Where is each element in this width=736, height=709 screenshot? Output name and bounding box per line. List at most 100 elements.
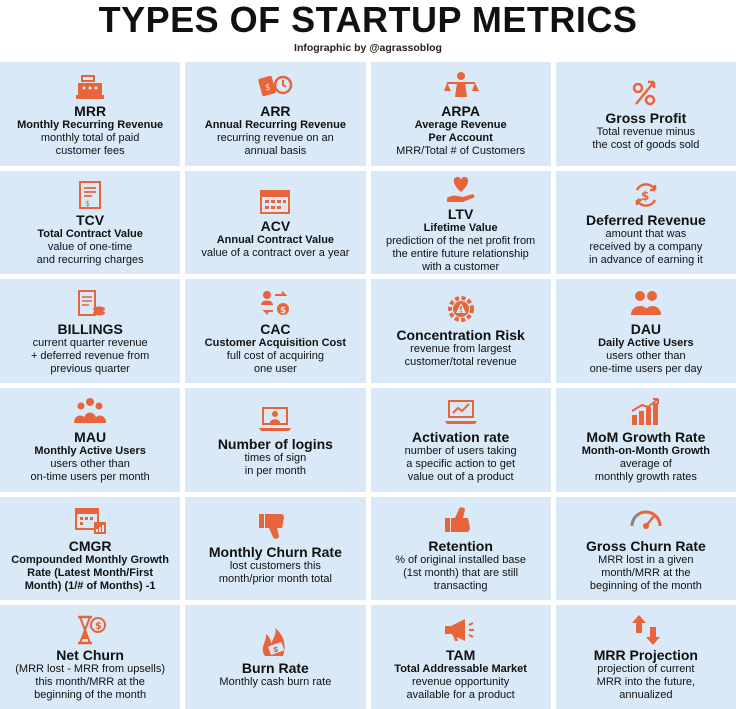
metric-description: revenue from largest customer/total reve… bbox=[404, 343, 517, 369]
metric-card: $ Deferred Revenue amount that was receive… bbox=[555, 170, 736, 275]
metric-full-name: Compounded Monthly Growth Rate (Latest M… bbox=[11, 553, 169, 592]
balance-person-icon bbox=[443, 69, 479, 101]
metric-card: Activation rate number of users taking a … bbox=[370, 387, 551, 492]
metric-name: Net Churn bbox=[56, 646, 124, 663]
metric-full-name: Average Revenue Per Account bbox=[414, 119, 507, 145]
metric-card: Concentration Risk revenue from largest c… bbox=[370, 279, 551, 383]
metric-description: value of a contract over a year bbox=[201, 247, 350, 260]
metric-description: current quarter revenue + deferred reven… bbox=[30, 336, 150, 375]
svg-text:$: $ bbox=[85, 199, 90, 208]
heart-hand-icon bbox=[443, 172, 479, 204]
hourglass-dollar-icon: $ bbox=[72, 613, 108, 645]
metric-description: prediction of the net profit from the en… bbox=[386, 234, 536, 273]
metric-name: Gross Churn Rate bbox=[585, 537, 706, 554]
metric-description: number of users taking a specific action… bbox=[404, 445, 517, 484]
calendar-icon bbox=[257, 184, 293, 216]
calendar-chart-icon bbox=[72, 504, 108, 536]
metric-name: MRR bbox=[74, 103, 107, 120]
metrics-grid: MRR Monthly Recurring Revenue monthly tota… bbox=[0, 62, 736, 709]
metric-full-name: Annual Contract Value bbox=[216, 234, 335, 247]
metric-card: $ ARR Annual Recurring Revenue recurring re… bbox=[185, 62, 366, 166]
metric-name: ARPA bbox=[441, 103, 480, 120]
metric-card: ACV Annual Contract Value value of a contr… bbox=[185, 170, 366, 275]
money-clock-icon: $ bbox=[257, 69, 293, 101]
metric-name: DAU bbox=[630, 320, 662, 337]
metric-name: Activation rate bbox=[412, 429, 510, 446]
thumbs-down-icon bbox=[257, 510, 293, 542]
metric-name: TAM bbox=[445, 646, 476, 663]
metric-description: average of monthly growth rates bbox=[594, 458, 697, 484]
svg-text:$: $ bbox=[95, 621, 102, 632]
metric-card: $ TCV Total Contract Value value of one-tim… bbox=[0, 170, 181, 275]
svg-text:$: $ bbox=[280, 306, 286, 316]
metric-name: Number of logins bbox=[217, 435, 333, 452]
metric-name: Gross Profit bbox=[605, 109, 687, 126]
metric-name: CMGR bbox=[68, 537, 112, 554]
metric-full-name: Daily Active Users bbox=[598, 336, 694, 349]
metric-description: Monthly cash burn rate bbox=[219, 675, 332, 688]
bar-growth-icon bbox=[628, 395, 664, 427]
laptop-chart-icon bbox=[443, 395, 479, 427]
up-down-arrows-icon bbox=[628, 613, 664, 645]
svg-text:$: $ bbox=[265, 83, 271, 93]
laptop-user-icon bbox=[257, 402, 293, 434]
contract-icon: $ bbox=[72, 178, 108, 210]
metric-description: users other than one-time users per day bbox=[589, 349, 703, 375]
user-group-icon bbox=[72, 395, 108, 427]
metric-card: Gross Profit Total revenue minus the cost… bbox=[555, 62, 736, 166]
metric-description: times of sign in per month bbox=[244, 451, 307, 477]
metric-card: LTV Lifetime Value prediction of the net p… bbox=[370, 170, 551, 275]
metric-card: $ CAC Customer Acquisition Cost full cost o… bbox=[185, 279, 366, 383]
metric-card: Retention% of original installed base (1… bbox=[370, 496, 551, 601]
metric-full-name: Total Contract Value bbox=[37, 227, 143, 240]
metric-description: % of original installed base (1st month)… bbox=[395, 553, 527, 592]
metric-full-name: Month-on-Month Growth bbox=[581, 445, 711, 458]
metric-card: $ Net Churn (MRR lost - MRR from upsells) … bbox=[0, 605, 181, 709]
gauge-icon bbox=[628, 504, 664, 536]
metric-description: full cost of acquiring one user bbox=[226, 349, 324, 375]
metric-name: ACV bbox=[260, 218, 291, 235]
metric-name: Retention bbox=[428, 537, 493, 554]
metric-card: MRR Monthly Recurring Revenue monthly tota… bbox=[0, 62, 181, 166]
metric-card: CMGR Compounded Monthly Growth Rate (Late… bbox=[0, 496, 181, 601]
metric-name: BILLINGS bbox=[57, 320, 123, 337]
metric-card: Gross Churn Rate MRR lost in a given mont… bbox=[555, 496, 736, 601]
metric-full-name: Monthly Recurring Revenue bbox=[17, 119, 164, 132]
metric-description: MRR/Total # of Customers bbox=[396, 145, 526, 158]
metric-description: monthly total of paid customer fees bbox=[40, 132, 140, 158]
metric-full-name: Total Addressable Market bbox=[394, 662, 527, 675]
metric-card: BILLINGS current quarter revenue + deferr… bbox=[0, 279, 181, 383]
metric-card: MAU Monthly Active Users users other than … bbox=[0, 387, 181, 492]
metric-card: $ Burn Rate Monthly cash burn rate bbox=[185, 605, 366, 709]
bill-coins-icon bbox=[72, 287, 108, 319]
metric-description: amount that was received by a company in… bbox=[589, 227, 703, 266]
metric-card: MRR Projection projection of current MRR … bbox=[555, 605, 736, 709]
metric-description: revenue opportunity available for a prod… bbox=[406, 675, 515, 701]
metric-card: Monthly Churn Rate lost customers this mo… bbox=[185, 496, 366, 601]
metric-card: TAM Total Addressable Market revenue oppor… bbox=[370, 605, 551, 709]
user-dollar-icon: $ bbox=[257, 287, 293, 319]
metric-description: recurring revenue on an annual basis bbox=[216, 132, 334, 158]
metric-description: Total revenue minus the cost of goods so… bbox=[592, 125, 700, 151]
metric-full-name: Annual Recurring Revenue bbox=[204, 119, 346, 132]
metric-card: Number of logins times of sign in per mon… bbox=[185, 387, 366, 492]
metric-description: projection of current MRR into the futur… bbox=[596, 662, 696, 701]
metric-description: (MRR lost - MRR from upsells) this month… bbox=[15, 662, 165, 701]
thumbs-up-icon bbox=[443, 504, 479, 536]
metric-name: LTV bbox=[447, 205, 474, 222]
metric-card: MoM Growth Rate Month-on-Month Growth aver… bbox=[555, 387, 736, 492]
dollar-cycle-icon: $ bbox=[628, 178, 664, 210]
svg-text:$: $ bbox=[273, 645, 279, 654]
metric-description: users other than on-time users per month bbox=[30, 458, 150, 484]
metric-name: Burn Rate bbox=[241, 659, 309, 676]
metric-name: Monthly Churn Rate bbox=[208, 544, 342, 561]
two-users-icon bbox=[628, 287, 664, 319]
page-title: TYPES OF STARTUP METRICS bbox=[98, 0, 638, 40]
metric-full-name: Customer Acquisition Cost bbox=[204, 336, 347, 349]
metric-name: Concentration Risk bbox=[396, 327, 525, 344]
metric-card: DAU Daily Active Users users other than on… bbox=[555, 279, 736, 383]
percent-arrow-icon bbox=[628, 76, 664, 108]
burning-money-icon: $ bbox=[257, 626, 293, 658]
megaphone-icon bbox=[443, 613, 479, 645]
cash-register-icon bbox=[72, 69, 108, 101]
